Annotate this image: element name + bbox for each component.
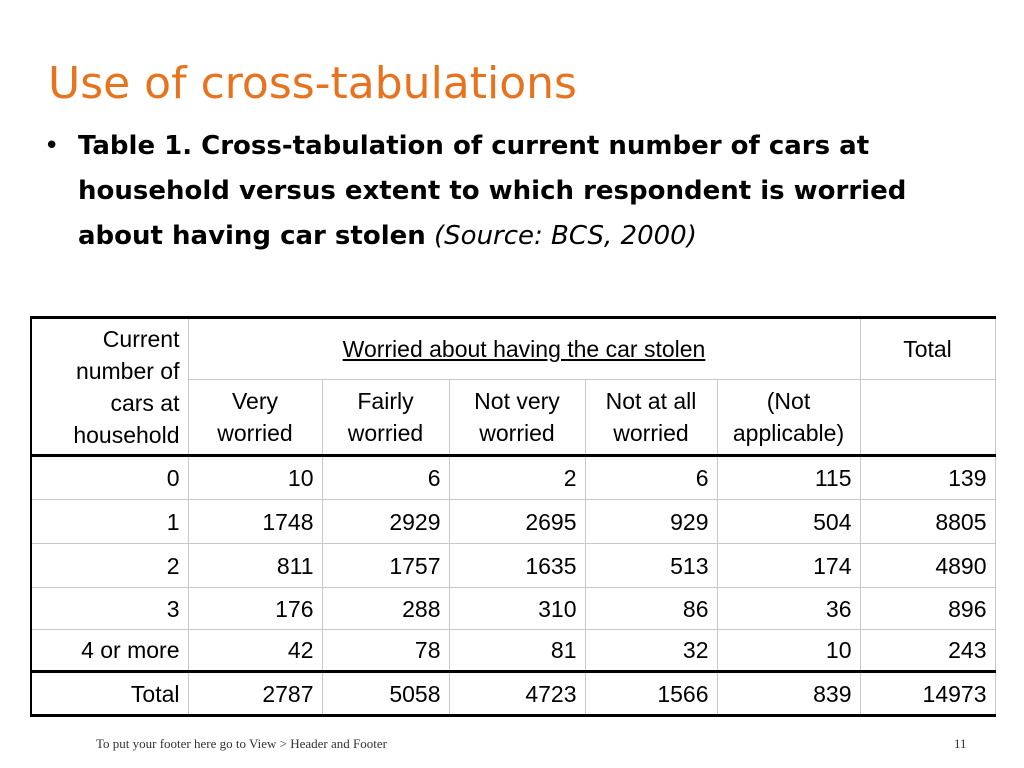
column-header: Fairly worried (321, 379, 450, 456)
row-total-cell: 896 (859, 587, 996, 630)
table-cell: 78 (321, 629, 450, 672)
table-cell: 36 (716, 587, 861, 630)
table-cell: 504 (716, 499, 861, 544)
row-label: 0 (30, 454, 189, 500)
table-cell: 1757 (321, 543, 450, 588)
empty-header-cell (859, 379, 996, 456)
table-cell: 176 (187, 587, 323, 630)
footer-note: To put your footer here go to View > Hea… (96, 736, 387, 751)
table-cell: 811 (187, 543, 323, 588)
table-cell: 2929 (321, 499, 450, 544)
table-row: 4 or more 42 78 81 32 10 243 (30, 629, 996, 672)
column-header: (Not applicable) (716, 379, 861, 456)
column-total-cell: 1566 (584, 670, 718, 717)
table-cell: 1635 (448, 543, 586, 588)
table-cell: 288 (321, 587, 450, 630)
table-cell: 2695 (448, 499, 586, 544)
table-cell: 929 (584, 499, 718, 544)
column-header: Very worried (187, 379, 323, 456)
table-row: 2 811 1757 1635 513 174 4890 (30, 543, 996, 588)
column-total-cell: 5058 (321, 670, 450, 717)
row-total-cell: 4890 (859, 543, 996, 588)
table-cell: 6 (321, 454, 450, 500)
table-cell: 86 (584, 587, 718, 630)
table-cell: 513 (584, 543, 718, 588)
row-label: 2 (30, 543, 189, 588)
slide-title: Use of cross-tabulations (48, 58, 577, 109)
column-total-cell: 2787 (187, 670, 323, 717)
cross-tabulation-table: Current number of cars at household Worr… (30, 316, 996, 717)
total-header: Total (859, 316, 996, 380)
row-label: 1 (30, 499, 189, 544)
group-header: Worried about having the car stolen (187, 316, 861, 380)
bullet-item: • Table 1. Cross-tabulation of current n… (44, 124, 964, 259)
table-cell: 6 (584, 454, 718, 500)
row-total-cell: 8805 (859, 499, 996, 544)
column-header: Not at all worried (584, 379, 718, 456)
column-header: Not very worried (448, 379, 586, 456)
bullet-dot: • (44, 131, 60, 161)
table-source: (Source: BCS, 2000) (434, 221, 697, 251)
row-label: Total (30, 670, 189, 717)
table-caption: Table 1. Cross-tabulation of current num… (78, 131, 907, 251)
row-total-cell: 139 (859, 454, 996, 500)
stub-header: Current number of cars at household (30, 316, 189, 456)
table-row: 1 1748 2929 2695 929 504 8805 (30, 499, 996, 544)
table-row: 0 10 6 2 6 115 139 (30, 454, 996, 500)
total-row: Total 2787 5058 4723 1566 839 14973 (30, 670, 996, 717)
column-total-cell: 839 (716, 670, 861, 717)
table-cell: 1748 (187, 499, 323, 544)
column-total-cell: 4723 (448, 670, 586, 717)
row-label: 3 (30, 587, 189, 630)
row-total-cell: 243 (859, 629, 996, 672)
grand-total-cell: 14973 (859, 670, 996, 717)
table-cell: 10 (187, 454, 323, 500)
table-cell: 10 (716, 629, 861, 672)
page-number: 11 (954, 736, 967, 751)
table-cell: 174 (716, 543, 861, 588)
table-row: 3 176 288 310 86 36 896 (30, 587, 996, 630)
table-cell: 32 (584, 629, 718, 672)
row-label: 4 or more (30, 629, 189, 672)
table-cell: 310 (448, 587, 586, 630)
table-cell: 2 (448, 454, 586, 500)
table-cell: 81 (448, 629, 586, 672)
group-header-label: Worried about having the car stolen (342, 336, 706, 362)
bullet-text: Table 1. Cross-tabulation of current num… (78, 124, 964, 259)
table-cell: 42 (187, 629, 323, 672)
table-cell: 115 (716, 454, 861, 500)
